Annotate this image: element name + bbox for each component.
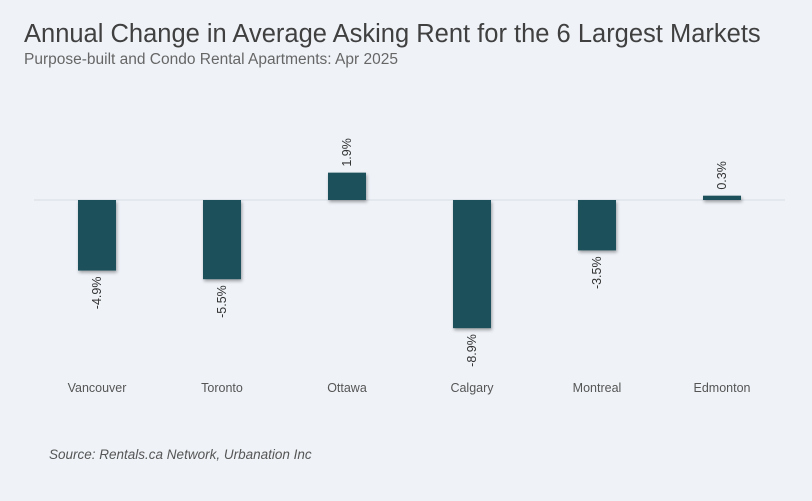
category-label-vancouver: Vancouver	[68, 381, 127, 395]
bars-group	[78, 172, 741, 329]
value-label-montreal: -3.5%	[590, 256, 604, 289]
chart-subtitle: Purpose-built and Condo Rental Apartment…	[24, 51, 398, 68]
bar-montreal	[578, 200, 616, 251]
category-label-toronto: Toronto	[201, 381, 243, 395]
bar-toronto	[203, 200, 241, 280]
source-note: Source: Rentals.ca Network, Urbanation I…	[49, 447, 312, 462]
value-label-calgary: -8.9%	[465, 334, 479, 367]
bar-edmonton	[703, 195, 741, 200]
bar-vancouver	[78, 200, 116, 271]
category-label-edmonton: Edmonton	[694, 381, 751, 395]
value-label-ottawa: 1.9%	[340, 138, 354, 167]
category-label-calgary: Calgary	[450, 381, 494, 395]
value-label-vancouver: -4.9%	[90, 277, 104, 310]
category-label-ottawa: Ottawa	[327, 381, 367, 395]
bar-chart: -4.9% -5.5% 1.9% -8.9% -3.5% 0.3% Vancouver To…	[34, 138, 785, 395]
bar-ottawa	[328, 172, 366, 200]
value-labels-group: -4.9% -5.5% 1.9% -8.9% -3.5% 0.3%	[90, 138, 729, 367]
category-label-montreal: Montreal	[573, 381, 622, 395]
category-labels-group: Vancouver Toronto Ottawa Calgary Montreal Edm…	[68, 381, 751, 395]
chart-title: Annual Change in Average Asking Rent for…	[24, 20, 761, 48]
value-label-edmonton: 0.3%	[715, 161, 729, 190]
value-label-toronto: -5.5%	[215, 285, 229, 318]
bar-calgary	[453, 200, 491, 329]
